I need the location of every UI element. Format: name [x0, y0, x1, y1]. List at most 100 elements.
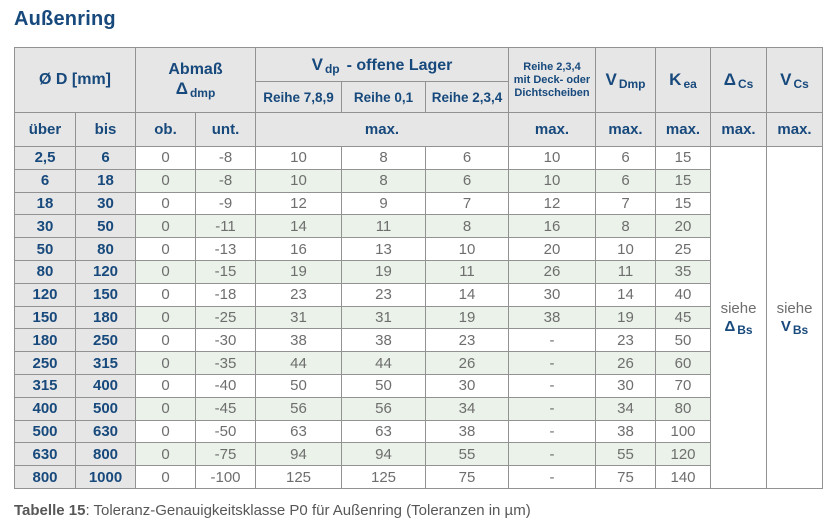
col-header-ob: ob.: [135, 112, 196, 147]
ob-cell: 0: [135, 419, 196, 444]
diameter-label: Ø D [mm]: [39, 71, 111, 88]
deck-cell: -: [508, 442, 596, 467]
bis-cell: 800: [75, 442, 136, 467]
table-row: 150 180 0 -25 31 31 19 38 19 45: [14, 305, 823, 330]
table-row: 18 30 0 -9 12 9 7 12 7 15: [14, 191, 823, 216]
table-row: 2,5 6 0 -8 10 8 6 10 6 15 siehe Δ Bs siehe V Bs: [14, 146, 823, 489]
ob-cell: 0: [135, 351, 196, 375]
unt-cell: -25: [195, 305, 256, 330]
reihe01-cell: 44: [341, 351, 426, 375]
reihe234-cell: 8: [425, 214, 509, 239]
kea-cell: 45: [655, 305, 711, 330]
ob-cell: 0: [135, 259, 196, 284]
reihe789-cell: 23: [255, 282, 342, 307]
reihe234-cell: 75: [425, 465, 509, 489]
ueber-cell: 630: [14, 442, 76, 467]
bis-cell: 315: [75, 351, 136, 375]
unt-cell: -15: [195, 259, 256, 284]
kea-cell: 15: [655, 168, 711, 193]
ueber-cell: 80: [14, 259, 76, 284]
ueber-cell: 120: [14, 282, 76, 307]
vdmp-cell: 19: [595, 305, 656, 330]
reihe01-cell: 23: [341, 282, 426, 307]
unt-cell: -13: [195, 237, 256, 261]
caption-label: Tabelle 15: [14, 502, 86, 519]
bis-cell: 400: [75, 373, 136, 398]
max-label-delta-cs: max.: [710, 112, 767, 147]
vdmp-cell: 55: [595, 442, 656, 467]
bis-cell: 630: [75, 419, 136, 444]
ueber-cell: 315: [14, 373, 76, 398]
deck-cell: -: [508, 351, 596, 375]
unt-cell: -9: [195, 191, 256, 216]
unt-cell: -30: [195, 328, 256, 353]
ueber-cell: 50: [14, 237, 76, 261]
kea-cell: 25: [655, 237, 711, 261]
vdmp-cell: 14: [595, 282, 656, 307]
vdmp-cell: 6: [595, 146, 656, 170]
col-header-bis: bis: [75, 112, 136, 147]
abmass-label: Abmaß: [168, 61, 223, 78]
bis-cell: 150: [75, 282, 136, 307]
ob-cell: 0: [135, 396, 196, 421]
reihe234-cell: 6: [425, 146, 509, 170]
bis-cell: 250: [75, 328, 136, 353]
ueber-cell: 250: [14, 351, 76, 375]
reihe01-cell: 13: [341, 237, 426, 261]
bis-cell: 6: [75, 146, 136, 170]
vdmp-cell: 7: [595, 191, 656, 216]
deck-cell: 16: [508, 214, 596, 239]
vdmp-cell: 6: [595, 168, 656, 193]
deck-cell: -: [508, 373, 596, 398]
kea-cell: 20: [655, 214, 711, 239]
kea-cell: 140: [655, 465, 711, 489]
vdmp-cell: 30: [595, 373, 656, 398]
deck-cell: 12: [508, 191, 596, 216]
table-row: 400 500 0 -45 56 56 34-34 80: [14, 396, 823, 421]
reihe234-cell: 30: [425, 373, 509, 398]
reihe01-cell: 31: [341, 305, 426, 330]
ueber-cell: 6: [14, 168, 76, 193]
bis-cell: 180: [75, 305, 136, 330]
unt-cell: -100: [195, 465, 256, 489]
bis-cell: 18: [75, 168, 136, 193]
reihe01-cell: 8: [341, 146, 426, 170]
vdmp-cell: 8: [595, 214, 656, 239]
ob-cell: 0: [135, 214, 196, 239]
ob-cell: 0: [135, 442, 196, 467]
ueber-cell: 2,5: [14, 146, 76, 170]
reihe789-cell: 12: [255, 191, 342, 216]
table-row: 500 630 0 -50 63 63 38-38 100: [14, 419, 823, 444]
col-header-unt: unt.: [195, 112, 256, 147]
bis-cell: 50: [75, 214, 136, 239]
reihe01-cell: 63: [341, 419, 426, 444]
ueber-cell: 30: [14, 214, 76, 239]
reihe234-cell: 6: [425, 168, 509, 193]
kea-cell: 35: [655, 259, 711, 284]
deck-cell: 10: [508, 146, 596, 170]
bis-cell: 1000: [75, 465, 136, 489]
bis-cell: 500: [75, 396, 136, 421]
table-row: 80 120 0 -15 19 19 11 26 11 35: [14, 259, 823, 284]
max-label-v-cs: max.: [766, 112, 823, 147]
col-header-deckscheiben: Reihe 2,3,4 mit Deck- oder Dichtscheiben: [508, 47, 596, 113]
table-row: 630 800 0 -75 94 94 55-55 120: [14, 442, 823, 467]
col-header-reihe-789: Reihe 7,8,9: [255, 81, 342, 113]
ob-cell: 0: [135, 168, 196, 193]
ob-cell: 0: [135, 373, 196, 398]
vdmp-cell: 75: [595, 465, 656, 489]
reihe789-cell: 56: [255, 396, 342, 421]
deck-cell: -: [508, 328, 596, 353]
reihe01-cell: 125: [341, 465, 426, 489]
reihe01-cell: 8: [341, 168, 426, 193]
header-row-max: über bis ob. unt. max. max. max. max. ma…: [14, 112, 823, 147]
reihe789-cell: 10: [255, 146, 342, 170]
table-row: 50 80 0 -13 16 13 10 20 10 25: [14, 237, 823, 261]
unt-cell: -8: [195, 146, 256, 170]
kea-cell: 100: [655, 419, 711, 444]
bis-cell: 80: [75, 237, 136, 261]
vdmp-cell: 38: [595, 419, 656, 444]
vdmp-cell: 34: [595, 396, 656, 421]
